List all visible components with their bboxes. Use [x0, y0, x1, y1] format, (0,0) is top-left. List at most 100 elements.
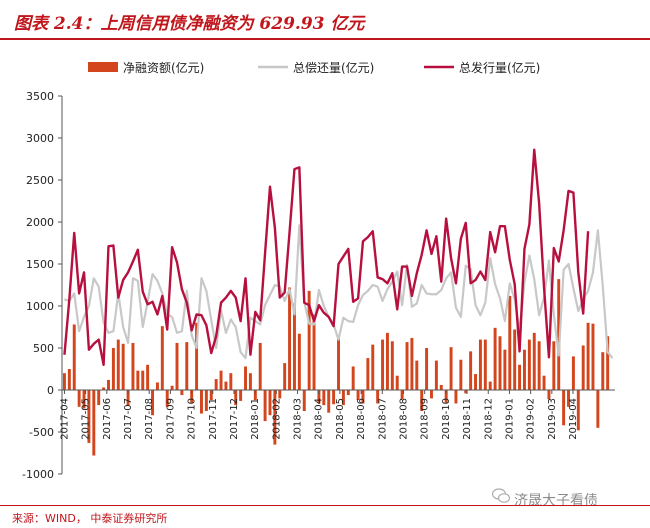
y-axis: -1000 -500 0 500 1000 1500 2000 2500 3000 3500	[22, 90, 63, 481]
net-financing-bar	[567, 390, 570, 407]
y-tick-label: 3500	[26, 90, 54, 103]
x-tick-label: 2018-10	[441, 398, 452, 440]
legend-label: 净融资额(亿元)	[123, 60, 204, 75]
series-lines	[63, 148, 614, 366]
x-tick-label: 2018-02	[271, 398, 282, 440]
net-financing-bar	[493, 327, 497, 390]
net-financing-bar	[405, 342, 409, 390]
x-tick-label: 2018-09	[420, 398, 431, 440]
y-tick-label: 3000	[26, 132, 54, 145]
net-financing-bar	[527, 339, 531, 390]
net-financing-bar	[209, 390, 213, 401]
net-financing-bar	[606, 336, 610, 390]
net-financing-bars	[62, 279, 610, 456]
net-financing-bar	[459, 359, 463, 390]
net-financing-bar	[268, 390, 272, 416]
x-tick-label: 2018-05	[335, 398, 346, 440]
net-financing-bar	[371, 344, 375, 390]
x-tick-label: 2018-08	[398, 398, 409, 440]
net-financing-bar	[596, 390, 600, 428]
net-financing-bar	[121, 343, 125, 390]
total-repayment-line	[64, 224, 614, 360]
net-financing-bar	[586, 322, 590, 390]
net-financing-bar	[283, 363, 287, 390]
net-financing-bar	[376, 390, 380, 404]
y-tick-label: 500	[33, 342, 54, 355]
net-financing-bar	[571, 356, 575, 390]
net-financing-bar	[483, 339, 487, 390]
net-financing-bar	[263, 390, 267, 422]
x-tick-label: 2018-06	[356, 398, 367, 440]
net-financing-bar	[464, 390, 468, 394]
net-financing-bar	[116, 339, 120, 390]
net-financing-bar	[214, 379, 218, 390]
y-tick-label: -500	[29, 426, 54, 439]
net-financing-bar	[297, 333, 301, 390]
net-financing-bar	[204, 390, 208, 411]
net-financing-bar	[185, 342, 189, 390]
net-financing-bar	[219, 370, 223, 390]
net-financing-bar	[195, 322, 199, 390]
x-tick-label: 2018-12	[483, 398, 494, 440]
legend-label: 总发行量(亿元)	[459, 60, 540, 75]
total-issuance-line	[63, 148, 590, 366]
net-financing-bar	[170, 385, 174, 390]
net-financing-bar	[102, 387, 106, 390]
x-tick-label: 2018-04	[314, 398, 325, 440]
net-financing-bar	[518, 364, 522, 390]
net-financing-bar	[288, 287, 292, 390]
net-financing-bar	[332, 390, 336, 405]
net-financing-bar	[146, 364, 150, 390]
net-financing-bar	[591, 323, 595, 390]
x-tick-label: 2018-07	[377, 398, 388, 440]
net-financing-bar	[234, 390, 238, 406]
net-financing-bar	[337, 336, 340, 390]
net-financing-bar	[400, 390, 404, 400]
y-tick-label: 2500	[26, 174, 54, 187]
wechat-icon	[492, 488, 510, 503]
net-financing-bar	[562, 390, 566, 426]
net-financing-bar	[107, 379, 110, 390]
net-financing-bar	[474, 374, 477, 390]
net-financing-bar	[415, 360, 419, 390]
x-axis: 2017-04 2017-05 2017-06 2017-07 2017-08 2017-…	[59, 389, 615, 440]
y-tick-label: 1500	[26, 258, 54, 271]
net-financing-bar	[439, 384, 443, 390]
x-tick-label: 2017-06	[102, 398, 113, 440]
net-financing-bar	[190, 390, 194, 403]
net-financing-bar	[258, 342, 262, 390]
x-tick-label: 2017-04	[59, 398, 70, 440]
net-financing-bar	[278, 390, 282, 399]
net-financing-bar	[385, 332, 389, 390]
net-financing-bar	[136, 370, 140, 390]
net-financing-bar	[508, 295, 512, 390]
net-financing-bar	[253, 390, 257, 401]
net-financing-bar	[248, 373, 252, 390]
net-financing-bar	[224, 381, 228, 390]
net-financing-bar	[410, 337, 414, 390]
net-financing-bar	[532, 332, 536, 390]
net-financing-bar	[229, 373, 233, 390]
x-tick-label: 2019-04	[568, 398, 579, 440]
net-financing-bar	[547, 390, 551, 400]
x-tick-label: 2017-10	[187, 398, 198, 440]
x-tick-label: 2017-05	[81, 398, 92, 440]
net-financing-bar	[97, 390, 101, 406]
net-financing-bar	[361, 390, 365, 404]
x-tick-label: 2017-09	[165, 398, 176, 440]
net-financing-bar	[346, 390, 350, 396]
net-financing-bar	[395, 375, 399, 390]
net-financing-bar	[381, 339, 385, 390]
net-financing-bar	[341, 390, 345, 406]
net-financing-bar	[537, 341, 541, 390]
net-financing-bar	[478, 339, 482, 390]
net-financing-bar	[351, 366, 355, 390]
net-financing-bar	[576, 390, 580, 431]
x-tick-label: 2018-03	[293, 398, 304, 440]
net-financing-bar	[273, 390, 277, 445]
legend-swatch-net	[88, 62, 118, 72]
x-tick-label: 2017-08	[144, 398, 155, 440]
net-financing-bar	[307, 290, 311, 390]
source-bar: 来源：WIND， 中泰证券研究所	[0, 505, 650, 528]
net-financing-bar	[160, 326, 164, 390]
